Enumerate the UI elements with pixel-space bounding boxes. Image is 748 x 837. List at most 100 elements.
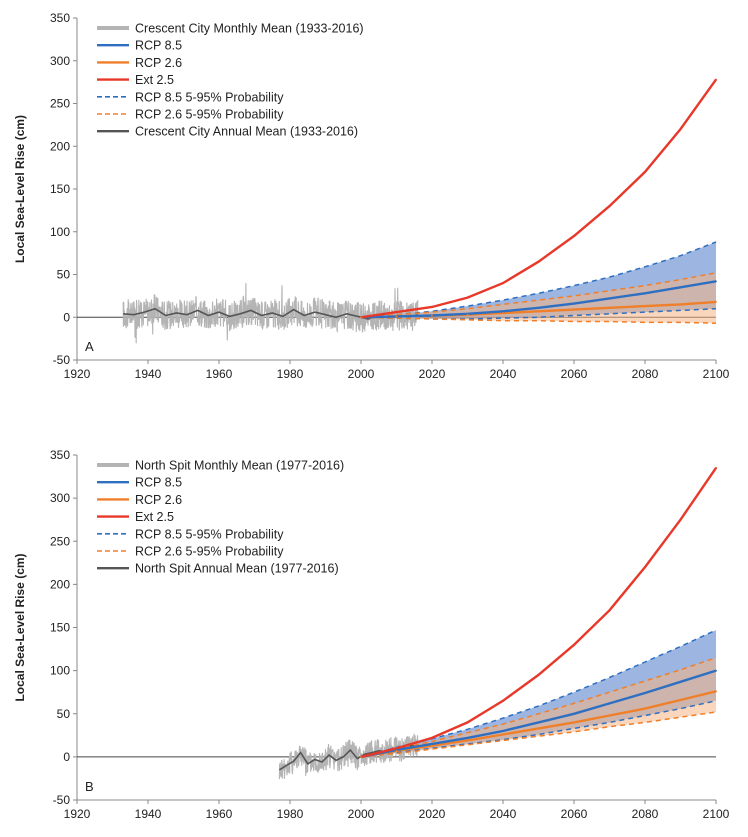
projection-point xyxy=(679,680,682,683)
y-tick-label: 250 xyxy=(50,97,70,111)
projection-point xyxy=(431,743,433,745)
x-tick-label: 2020 xyxy=(419,807,446,821)
projection-point xyxy=(502,282,504,284)
x-tick-label: 1960 xyxy=(206,807,233,821)
x-tick-label: 1980 xyxy=(277,367,304,381)
projection-point xyxy=(644,292,646,295)
projection-point xyxy=(679,699,682,701)
projection-point xyxy=(502,699,504,702)
x-tick-label: 2080 xyxy=(632,367,659,381)
projection-point xyxy=(502,730,504,732)
projection-point xyxy=(715,78,717,81)
projection-point xyxy=(466,739,469,742)
projection-point xyxy=(466,296,469,299)
y-tick-label: 300 xyxy=(50,54,70,68)
projection-point xyxy=(608,702,611,705)
projection-point xyxy=(395,311,398,314)
projection-point xyxy=(502,312,504,314)
y-axis-title: Local Sea-Level Rise (cm) xyxy=(13,115,27,263)
projection-point xyxy=(715,467,717,469)
projection-point xyxy=(537,306,540,309)
y-tick-label: 100 xyxy=(50,225,70,239)
projection-point xyxy=(537,721,540,724)
band-lower-dashed xyxy=(360,711,717,758)
band-upper-dashed xyxy=(360,272,717,319)
projection-point xyxy=(608,205,611,208)
projection-point xyxy=(573,643,575,646)
projection-point xyxy=(431,306,433,308)
x-tick-label: 2060 xyxy=(561,367,588,381)
projection-point xyxy=(644,707,646,710)
x-tick-label: 2000 xyxy=(348,367,375,381)
legend-label: North Spit Annual Mean (1977-2016) xyxy=(135,562,339,576)
legend-label: RCP 2.6 xyxy=(135,493,182,507)
projection-point xyxy=(715,690,717,693)
x-tick-label: 1920 xyxy=(64,367,91,381)
projection-point xyxy=(715,280,717,283)
legend-label: Crescent City Monthly Mean (1933-2016) xyxy=(135,22,364,36)
projection-point xyxy=(431,744,433,747)
y-tick-label: 300 xyxy=(50,491,70,505)
monthly-mean-line xyxy=(122,282,419,344)
y-tick-label: -50 xyxy=(53,793,71,807)
y-tick-label: 0 xyxy=(63,310,70,324)
projection-point xyxy=(395,747,398,750)
projection-point xyxy=(608,297,611,300)
monthly-mean-line xyxy=(278,733,419,780)
panel-letter: B xyxy=(85,779,94,794)
panel-letter: A xyxy=(85,339,94,354)
projection-point xyxy=(715,300,717,303)
projection-point xyxy=(679,518,682,521)
panel-b: -50 0 50 100 150 200 250 300 350 1920 1940 1960 1980… xyxy=(13,448,730,821)
projection-point xyxy=(360,755,362,758)
band-lower-dashed xyxy=(360,700,717,758)
x-tick-label: 2040 xyxy=(490,807,517,821)
x-tick-label: 2040 xyxy=(490,367,517,381)
projection-point xyxy=(679,128,682,131)
y-tick-label: 200 xyxy=(50,577,70,591)
y-axis-title: Local Sea-Level Rise (cm) xyxy=(13,553,27,701)
x-tick-label: 2100 xyxy=(703,367,730,381)
projection-point xyxy=(395,315,398,318)
x-tick-label: 2060 xyxy=(561,807,588,821)
x-tick-label: 2100 xyxy=(703,807,730,821)
projection-point xyxy=(573,721,575,724)
legend-label: RCP 2.6 5-95% Probability xyxy=(135,108,284,122)
legend-label: Ext 2.5 xyxy=(135,510,174,524)
band-upper-dashed xyxy=(360,241,717,319)
projection-point xyxy=(466,313,469,316)
legend-label: RCP 2.6 xyxy=(135,56,182,70)
projection-point xyxy=(679,303,682,306)
band-upper-dashed xyxy=(360,656,717,758)
projection-point xyxy=(431,314,433,317)
projection-point xyxy=(573,712,575,715)
projection-point xyxy=(466,737,469,739)
panel-a: -50 0 50 100 150 200 250 300 350 1920 1940 1960 1980… xyxy=(13,11,730,381)
rcp26-band xyxy=(361,272,716,324)
x-tick-label: 1940 xyxy=(135,367,162,381)
projection-point xyxy=(431,737,433,739)
projection-point xyxy=(644,566,646,569)
x-tick-label: 1940 xyxy=(135,807,162,821)
rcp26-band xyxy=(361,657,716,757)
projection-point xyxy=(395,749,398,752)
projection-point xyxy=(573,302,575,305)
projection-point xyxy=(360,316,362,319)
x-tick-label: 1920 xyxy=(64,807,91,821)
legend-label: North Spit Monthly Mean (1977-2016) xyxy=(135,459,344,473)
projection-point xyxy=(644,305,646,308)
x-tick-label: 2080 xyxy=(632,807,659,821)
projection-point xyxy=(644,171,646,173)
y-tick-label: 0 xyxy=(63,750,70,764)
projection-point xyxy=(608,306,611,309)
projection-point xyxy=(608,609,611,612)
projection-point xyxy=(573,308,575,311)
projection-point xyxy=(644,692,646,694)
y-tick-label: 350 xyxy=(50,11,70,25)
y-tick-label: 350 xyxy=(50,448,70,462)
y-tick-label: 50 xyxy=(57,707,71,721)
y-tick-label: 250 xyxy=(50,534,70,548)
projection-point xyxy=(466,721,469,724)
